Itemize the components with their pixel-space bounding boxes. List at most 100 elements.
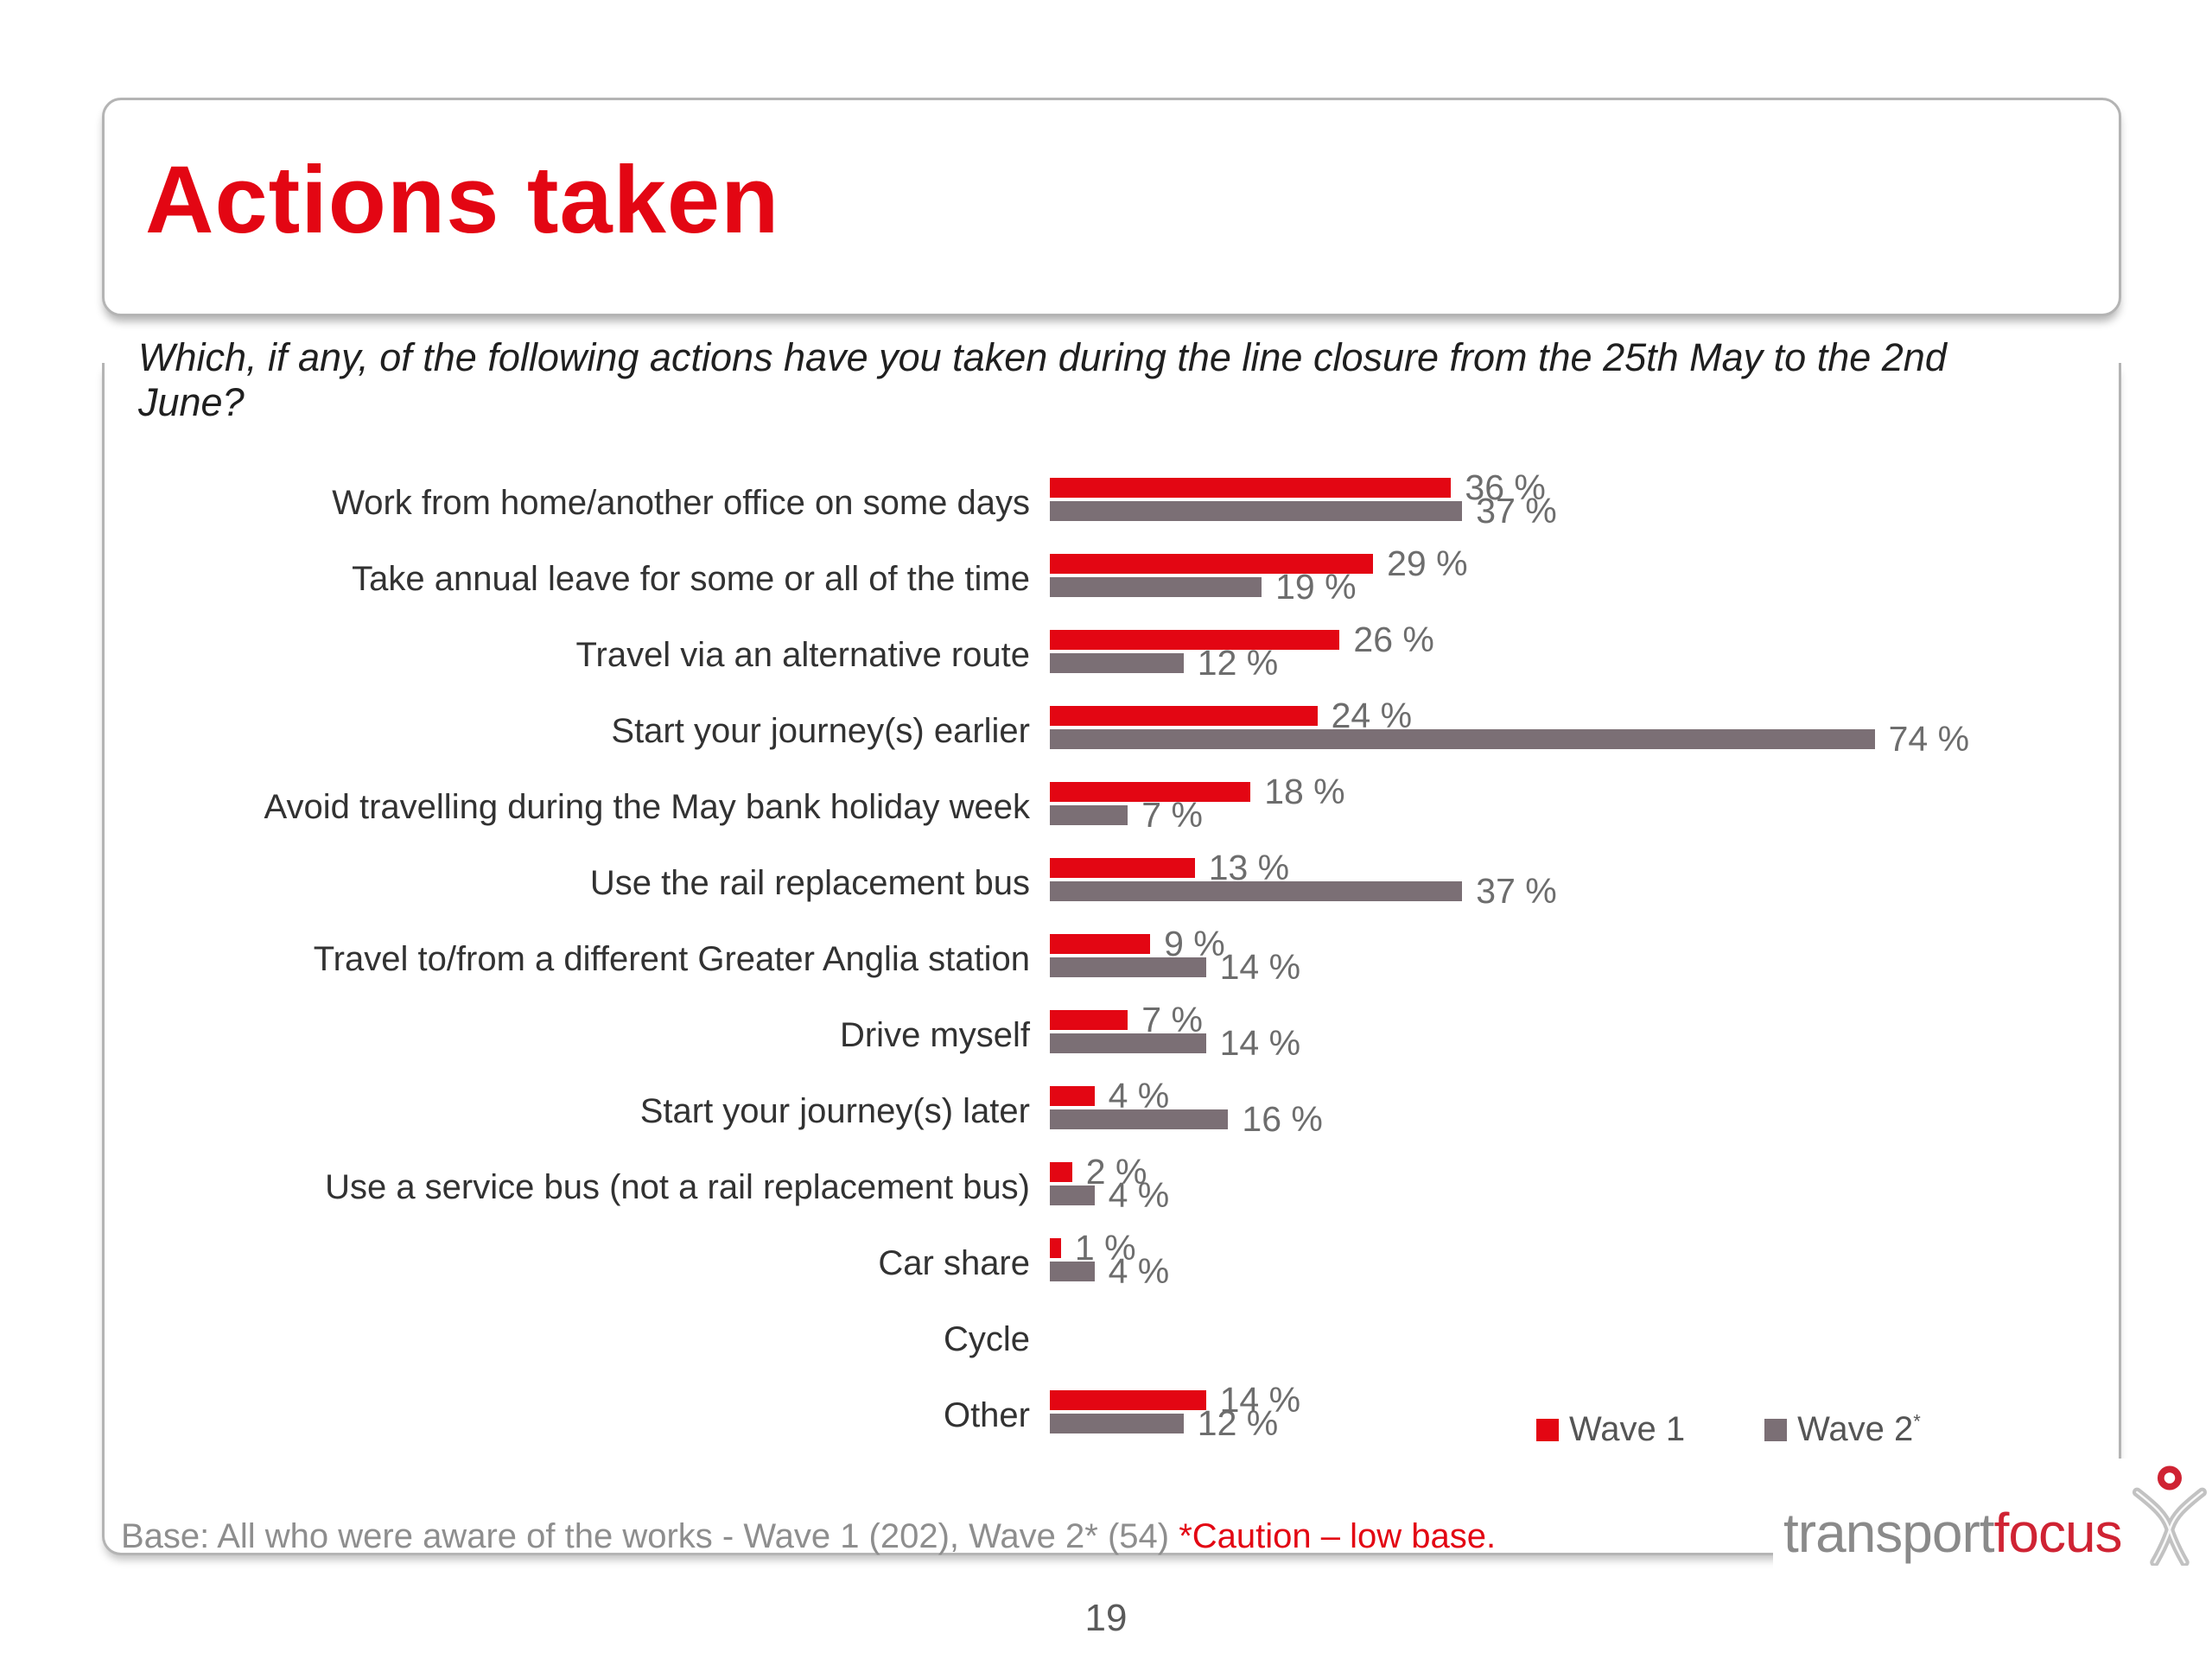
- bar-chart: Work from home/another office on some da…: [138, 467, 2100, 1459]
- bar-group: 9 % 14 %: [1050, 924, 2100, 1003]
- category-label: Cycle: [943, 1320, 1030, 1358]
- bar-group: 24 % 74 %: [1050, 696, 2100, 775]
- bar-value-label: 16 %: [1242, 1099, 1323, 1139]
- chart-legend: Wave 1 Wave 2*: [1536, 1410, 1921, 1449]
- bar-value-label: 26 %: [1353, 620, 1434, 659]
- base-note: Base: All who were aware of the works - …: [121, 1517, 1496, 1556]
- category-label: Take annual leave for some or all of the…: [352, 560, 1030, 598]
- wave2-bar: [1050, 1033, 1206, 1053]
- category-label: Car share: [878, 1244, 1030, 1282]
- bar-value-label: 74 %: [1888, 719, 1970, 759]
- wave1-bar: [1050, 782, 1251, 802]
- title-box: Actions taken: [102, 98, 2121, 316]
- logo-wordmark: transportfocus: [1783, 1501, 2123, 1565]
- bar-group: 13 % 37 %: [1050, 848, 2100, 927]
- survey-question: Which, if any, of the following actions …: [138, 335, 1947, 424]
- bar-value-label: 19 %: [1275, 567, 1357, 607]
- legend-item: Wave 1: [1536, 1410, 1685, 1449]
- category-label: Other: [943, 1396, 1030, 1434]
- chart-row: Other 14 % 12 %: [138, 1380, 2100, 1459]
- bar-value-label: 9 %: [1164, 924, 1225, 963]
- chart-row: Travel via an alternative route 26 % 12 %: [138, 620, 2100, 699]
- wave1-bar: [1050, 1238, 1061, 1258]
- category-label: Use the rail replacement bus: [589, 864, 1030, 902]
- bar-value-label: 12 %: [1197, 1403, 1279, 1443]
- logo-area: transportfocus: [1773, 1459, 2208, 1607]
- bar-group: [1050, 1307, 2100, 1383]
- legend-label: Wave 1: [1569, 1410, 1686, 1448]
- chart-row: Use the rail replacement bus 13 % 37 %: [138, 848, 2100, 927]
- chart-row: Cycle: [138, 1307, 2100, 1383]
- wave2-bar: [1050, 1109, 1229, 1129]
- wave2-bar: [1050, 653, 1184, 673]
- wave2-bar: [1050, 805, 1128, 825]
- wave1-bar: [1050, 554, 1374, 574]
- bar-value-label: 13 %: [1208, 848, 1290, 887]
- caution-text: *Caution – low base.: [1179, 1517, 1497, 1555]
- bar-value-label: 1 %: [1074, 1228, 1136, 1268]
- base-text: Base: All who were aware of the works - …: [121, 1517, 1179, 1555]
- transport-focus-figure-icon: [2132, 1465, 2207, 1566]
- wave1-bar: [1050, 934, 1151, 954]
- wave1-bar: [1050, 1086, 1095, 1106]
- bar-value-label: 37 %: [1476, 491, 1557, 531]
- bar-group: 2 % 4 %: [1050, 1152, 2100, 1231]
- wave1-bar: [1050, 1010, 1128, 1030]
- category-label: Work from home/another office on some da…: [332, 484, 1030, 522]
- bar-group: 7 % 14 %: [1050, 1000, 2100, 1079]
- wave1-bar: [1050, 478, 1452, 498]
- bar-value-label: 7 %: [1141, 1000, 1203, 1039]
- wave2-bar: [1050, 881, 1463, 901]
- chart-row: Start your journey(s) earlier 24 % 74 %: [138, 696, 2100, 775]
- bar-group: 18 % 7 %: [1050, 772, 2100, 851]
- bar-group: 29 % 19 %: [1050, 543, 2100, 623]
- bar-value-label: 14 %: [1219, 947, 1301, 987]
- category-label: Start your journey(s) earlier: [611, 712, 1030, 750]
- wave2-bar: [1050, 1185, 1095, 1205]
- legend-swatch: [1536, 1418, 1559, 1441]
- wave2-bar: [1050, 501, 1463, 521]
- bar-value-label: 12 %: [1197, 643, 1279, 683]
- wave1-bar: [1050, 1162, 1072, 1182]
- bar-value-label: 18 %: [1264, 772, 1345, 811]
- bar-group: 1 % 4 %: [1050, 1228, 2100, 1307]
- bar-value-label: 4 %: [1108, 1251, 1170, 1291]
- bar-value-label: 36 %: [1465, 467, 1546, 507]
- wave2-bar: [1050, 957, 1206, 977]
- wave1-bar: [1050, 1390, 1206, 1410]
- category-label: Start your journey(s) later: [639, 1092, 1030, 1130]
- category-label: Use a service bus (not a rail replacemen…: [325, 1168, 1030, 1206]
- bar-value-label: 37 %: [1476, 871, 1557, 911]
- bar-value-label: 4 %: [1108, 1175, 1170, 1215]
- category-label: Drive myself: [839, 1016, 1030, 1054]
- legend-label: Wave 2*: [1797, 1410, 1921, 1448]
- chart-row: Car share 1 % 4 %: [138, 1228, 2100, 1307]
- category-label: Travel to/from a different Greater Angli…: [313, 940, 1030, 978]
- wave1-bar: [1050, 858, 1195, 878]
- bar-value-label: 29 %: [1387, 543, 1468, 583]
- bar-value-label: 24 %: [1331, 696, 1413, 735]
- legend-item: Wave 2*: [1764, 1410, 1921, 1449]
- bar-value-label: 14 %: [1219, 1023, 1301, 1063]
- bar-group: 36 % 37 %: [1050, 467, 2100, 547]
- chart-row: Avoid travelling during the May bank hol…: [138, 772, 2100, 851]
- chart-row: Take annual leave for some or all of the…: [138, 543, 2100, 623]
- wave2-bar: [1050, 577, 1262, 597]
- wave2-bar: [1050, 729, 1875, 749]
- wave2-bar: [1050, 1262, 1095, 1281]
- bar-group: 4 % 16 %: [1050, 1076, 2100, 1155]
- bar-group: 26 % 12 %: [1050, 620, 2100, 699]
- bar-value-label: 14 %: [1219, 1380, 1301, 1420]
- chart-row: Drive myself 7 % 14 %: [138, 1000, 2100, 1079]
- bar-group: 14 % 12 %: [1050, 1380, 2100, 1459]
- legend-swatch: [1764, 1418, 1788, 1441]
- wave2-bar: [1050, 1414, 1184, 1433]
- category-label: Travel via an alternative route: [575, 636, 1030, 674]
- chart-row: Use a service bus (not a rail replacemen…: [138, 1152, 2100, 1231]
- logo-word-focus: focus: [1993, 1502, 2123, 1564]
- chart-row: Start your journey(s) later 4 % 16 %: [138, 1076, 2100, 1155]
- bar-value-label: 2 %: [1085, 1152, 1147, 1192]
- wave1-bar: [1050, 630, 1340, 650]
- chart-row: Travel to/from a different Greater Angli…: [138, 924, 2100, 1003]
